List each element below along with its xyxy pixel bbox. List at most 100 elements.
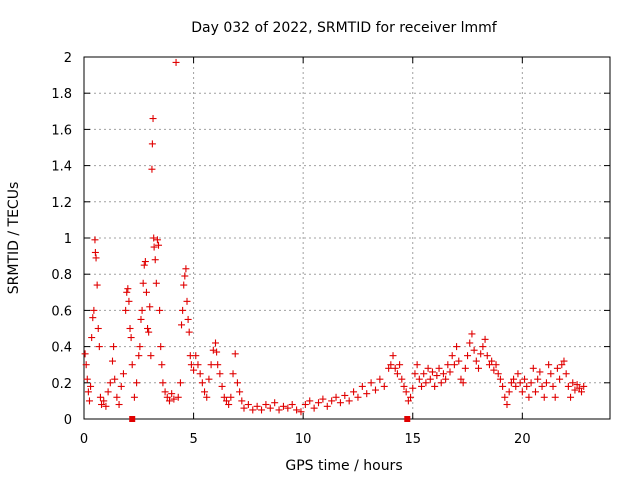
data-point xyxy=(91,236,99,244)
data-point xyxy=(477,350,485,358)
data-point xyxy=(182,265,190,273)
data-point xyxy=(137,315,145,323)
y-tick-label: 0.6 xyxy=(51,304,72,319)
data-point xyxy=(238,397,246,405)
data-point xyxy=(151,256,159,264)
data-point xyxy=(380,382,388,390)
data-point xyxy=(459,379,467,387)
data-point xyxy=(196,370,204,378)
data-point xyxy=(184,315,192,323)
data-point xyxy=(145,328,153,336)
data-point xyxy=(284,404,292,412)
data-point xyxy=(407,393,415,401)
data-point xyxy=(122,306,130,314)
data-point xyxy=(332,393,340,401)
gap-marker xyxy=(129,416,136,422)
data-point xyxy=(92,254,100,262)
data-point xyxy=(358,382,366,390)
y-tick-label: 1 xyxy=(64,232,72,247)
data-point xyxy=(415,375,423,383)
data-point xyxy=(125,297,133,305)
data-point xyxy=(231,350,239,358)
data-point xyxy=(510,375,518,383)
data-point xyxy=(413,361,421,369)
data-point xyxy=(178,321,186,329)
data-point xyxy=(138,306,146,314)
x-tick-label: 15 xyxy=(404,432,421,447)
data-point xyxy=(428,368,436,376)
data-point xyxy=(503,401,511,409)
data-point xyxy=(505,388,513,396)
data-point xyxy=(128,361,136,369)
data-point xyxy=(433,372,441,380)
data-point xyxy=(104,388,112,396)
data-point xyxy=(319,395,327,403)
data-point xyxy=(106,379,114,387)
data-point xyxy=(457,375,465,383)
data-point xyxy=(96,393,104,401)
data-point xyxy=(525,393,533,401)
data-point xyxy=(91,248,99,256)
data-point xyxy=(516,379,524,387)
data-point xyxy=(148,165,156,173)
data-point xyxy=(558,361,566,369)
data-point xyxy=(501,393,509,401)
data-point xyxy=(163,393,171,401)
data-point xyxy=(448,352,456,360)
data-point xyxy=(168,390,176,398)
data-point xyxy=(496,375,504,383)
data-point xyxy=(161,388,169,396)
x-axis-label: GPS time / hours xyxy=(285,458,402,474)
data-point xyxy=(212,339,219,347)
data-point xyxy=(529,364,537,372)
grid-lines xyxy=(84,57,610,419)
data-point xyxy=(464,352,472,360)
data-point xyxy=(422,379,430,387)
x-tick-label: 0 xyxy=(80,432,88,447)
data-point xyxy=(531,388,539,396)
data-point xyxy=(150,234,158,242)
data-point xyxy=(345,397,353,405)
data-point xyxy=(293,406,301,414)
data-point xyxy=(222,397,230,405)
data-point xyxy=(183,297,191,305)
data-point xyxy=(404,397,412,405)
data-point xyxy=(578,388,586,396)
data-point xyxy=(556,375,564,383)
data-point xyxy=(389,352,397,360)
y-tick-label: 2 xyxy=(64,51,72,66)
data-point xyxy=(527,379,535,387)
data-point xyxy=(551,393,559,401)
data-point xyxy=(165,397,173,405)
data-point xyxy=(398,375,406,383)
data-point xyxy=(396,361,404,369)
data-point xyxy=(153,236,161,244)
data-point xyxy=(442,375,450,383)
data-point xyxy=(126,325,134,332)
data-point xyxy=(545,361,553,369)
data-point xyxy=(209,346,217,354)
data-point xyxy=(499,382,507,390)
data-point xyxy=(174,393,182,401)
data-point xyxy=(461,364,469,372)
data-point xyxy=(387,361,395,369)
data-point xyxy=(201,388,209,396)
data-point xyxy=(110,343,118,351)
data-point xyxy=(266,404,274,412)
data-point xyxy=(139,279,147,287)
data-point xyxy=(466,339,474,347)
y-tick-label: 1.4 xyxy=(51,160,72,175)
data-point xyxy=(155,241,163,249)
data-point xyxy=(341,391,349,399)
data-point xyxy=(149,115,157,123)
data-point xyxy=(146,303,154,311)
data-point xyxy=(494,370,502,378)
data-point xyxy=(157,343,165,351)
data-point xyxy=(87,382,95,390)
data-point xyxy=(253,402,261,410)
data-point xyxy=(113,393,121,401)
data-point xyxy=(220,393,228,401)
data-point xyxy=(203,393,211,401)
data-point xyxy=(475,364,482,372)
